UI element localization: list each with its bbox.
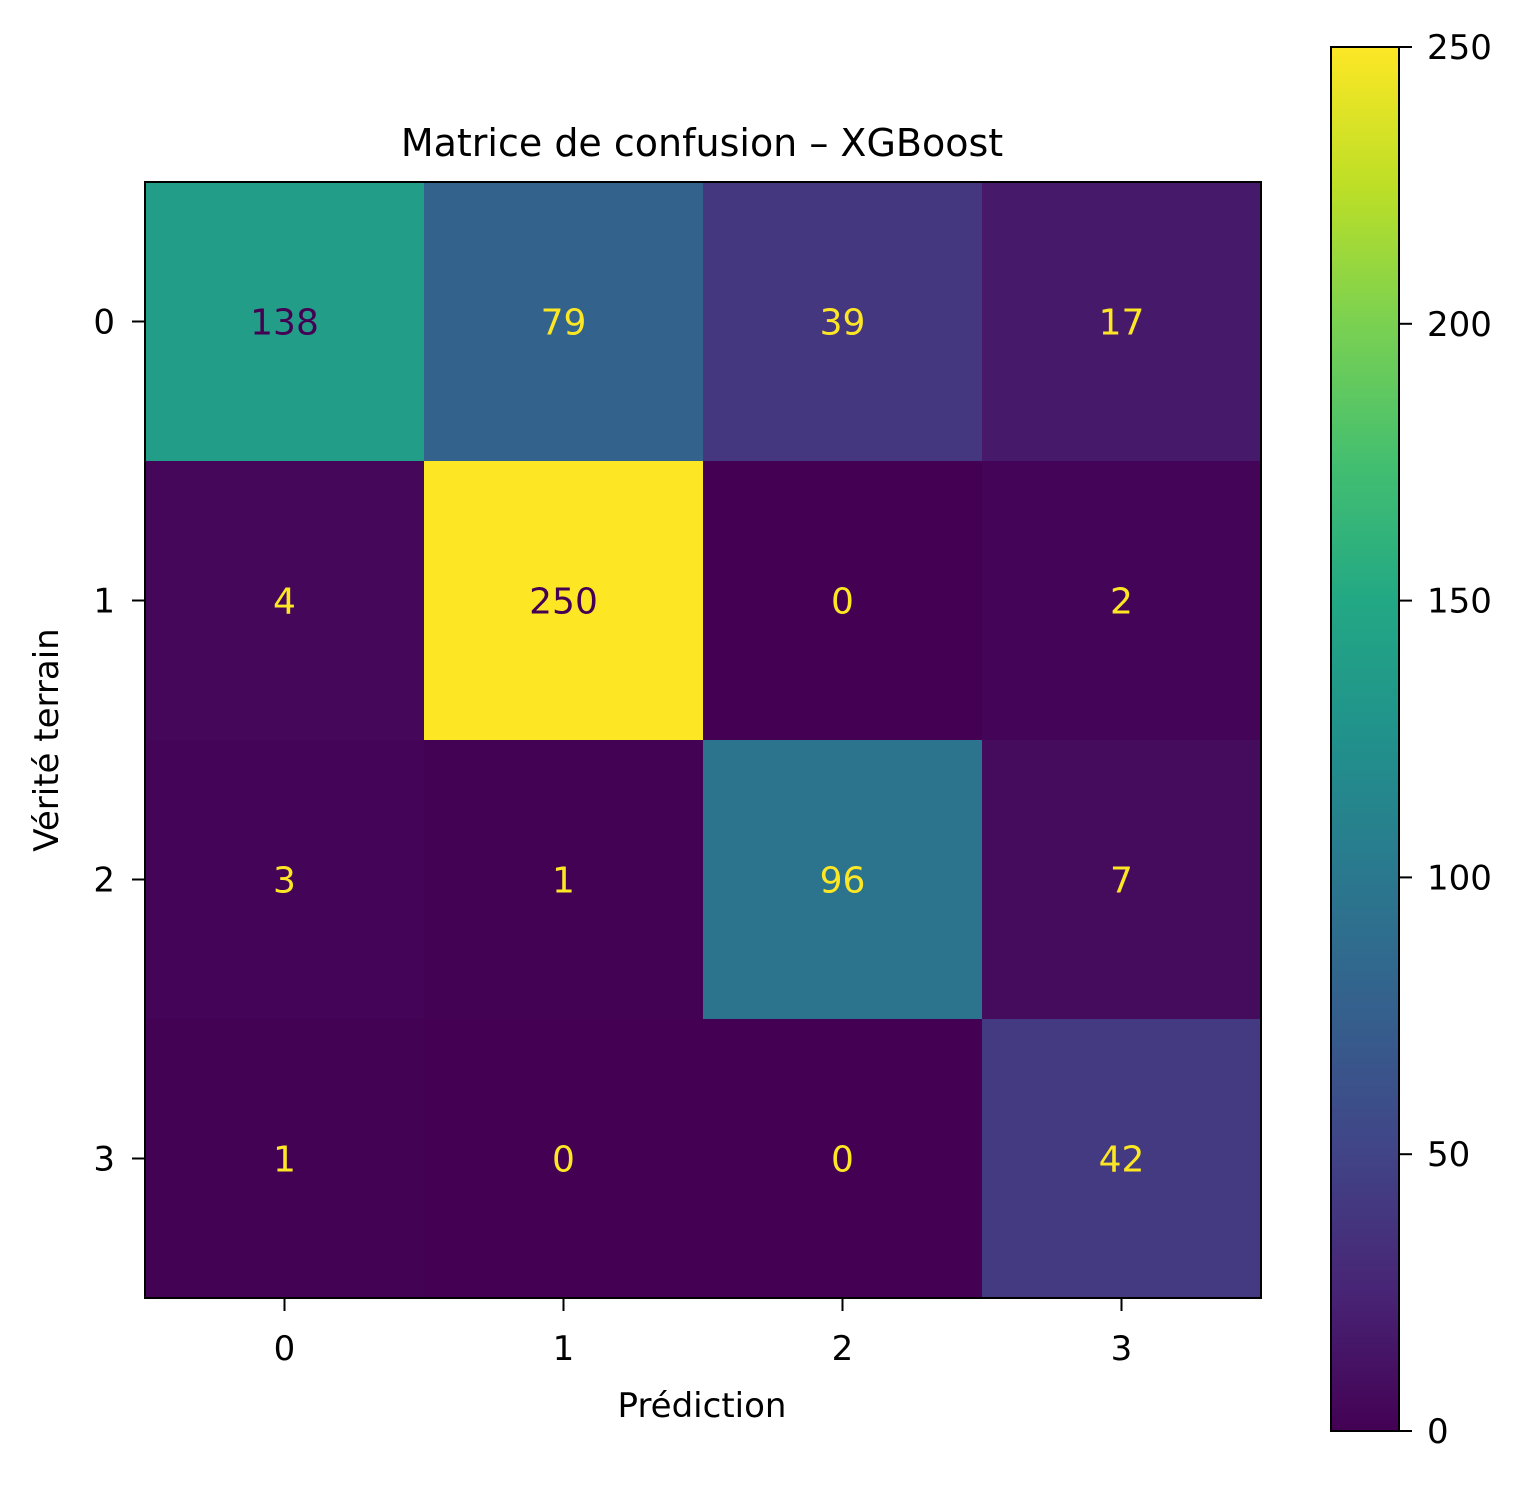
cell-value-label: 2 [1110,582,1133,623]
colorbar-tick-label: 100 [1427,858,1492,898]
heatmap-cells [145,182,1262,1299]
heatmap-cell [424,182,704,462]
cell-value-label: 0 [552,1140,575,1181]
y-tick-label: 2 [93,861,115,901]
heatmap-cell [145,182,425,462]
heatmap-cell [982,740,1262,1020]
cell-value-label: 3 [273,861,296,902]
cell-value-label: 0 [831,582,854,623]
plot-frame [144,181,1262,1299]
y-axis-ticks: 0 1 2 3 [93,303,145,1180]
heatmap-cell [703,1019,983,1299]
y-tick-label: 3 [93,1140,115,1180]
colorbar-tick-label: 200 [1427,305,1492,345]
x-tick-label: 1 [553,1329,575,1369]
heatmap-cell [424,1019,704,1299]
colorbar-tick-label: 250 [1427,28,1492,68]
x-tick-label: 2 [832,1329,854,1369]
heatmap-cell [424,740,704,1020]
heatmap-cell-labels: 138 79 39 17 4 250 0 2 3 1 96 7 1 0 0 42 [250,303,1144,1181]
cell-value-label: 39 [820,303,866,344]
heatmap-cell [145,1019,425,1299]
heatmap-cell [424,461,704,741]
cell-value-label: 42 [1099,1140,1145,1181]
heatmap-cell [703,740,983,1020]
cell-value-label: 7 [1110,861,1133,902]
cell-value-label: 1 [552,861,575,902]
heatmap-cell [982,182,1262,462]
cell-value-label: 4 [273,582,296,623]
colorbar-tick-label: 0 [1427,1412,1449,1452]
y-tick-label: 0 [93,303,115,343]
cell-value-label: 17 [1099,303,1145,344]
heatmap-cell [703,182,983,462]
cell-value-label: 96 [820,861,866,902]
cell-value-label: 79 [541,303,587,344]
y-tick-label: 1 [93,582,115,622]
heatmap-cell [145,740,425,1020]
colorbar [1330,46,1400,1432]
colorbar-tick-label: 150 [1427,582,1492,622]
heatmap-cell [982,461,1262,741]
x-tick-label: 3 [1111,1329,1133,1369]
cell-value-label: 250 [529,582,598,623]
cell-value-label: 138 [250,303,319,344]
heatmap-cell [982,1019,1262,1299]
x-tick-label: 0 [274,1329,296,1369]
y-axis-label: Vérité terrain [27,628,67,851]
colorbar-ticks: 0 50 100 150 200 250 [1399,28,1492,1452]
chart-title: Matrice de confusion – XGBoost [401,121,1003,165]
heatmap-cell [703,461,983,741]
cell-value-label: 0 [831,1140,854,1181]
heatmap-cell [145,461,425,741]
cell-value-label: 1 [273,1140,296,1181]
x-axis-ticks: 0 1 2 3 [274,1298,1133,1369]
colorbar-tick-label: 50 [1427,1135,1470,1175]
x-axis-label: Prédiction [618,1386,787,1426]
